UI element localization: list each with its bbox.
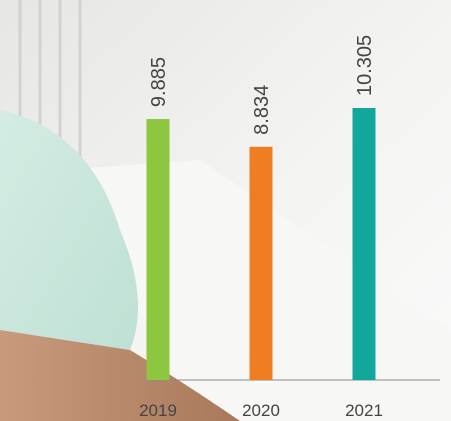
x-tick-label: 2020 <box>242 401 280 420</box>
background-shirt <box>0 110 138 350</box>
x-tick-label: 2019 <box>139 401 177 420</box>
background-arm <box>0 330 240 421</box>
value-label: 8.834 <box>251 85 273 135</box>
value-label: 10.305 <box>354 35 376 96</box>
value-label: 9.885 <box>148 57 170 107</box>
bar <box>352 108 376 380</box>
bar <box>146 119 170 381</box>
x-tick-label: 2021 <box>345 401 383 420</box>
background-blinds <box>18 0 82 160</box>
bar <box>249 146 273 380</box>
